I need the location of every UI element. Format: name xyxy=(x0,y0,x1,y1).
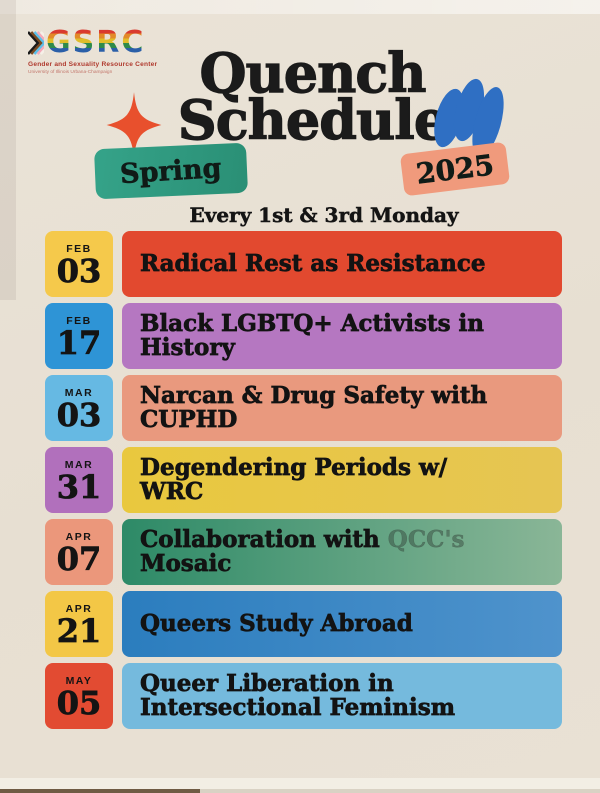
date-day: 17 xyxy=(56,323,102,362)
schedule-row: MAR 03 Narcan & Drug Safety with CUPHD xyxy=(45,375,562,441)
event-title-segment-faded: QCC's xyxy=(387,526,465,553)
schedule-row: APR 21 Queers Study Abroad xyxy=(45,591,562,657)
date-month: MAY xyxy=(65,674,93,687)
year-badge-label: 2025 xyxy=(414,147,496,191)
event-title-segment: CUPHD xyxy=(140,406,238,433)
event-title-bar: Queer Liberation in Intersectional Femini… xyxy=(122,663,562,729)
date-day: 31 xyxy=(56,467,102,506)
sparkle-star-icon xyxy=(106,92,162,158)
schedule-row: APR 07 Collaboration with QCC's Mosaic xyxy=(45,519,562,585)
event-title-bar: Collaboration with QCC's Mosaic xyxy=(122,519,562,585)
gsrc-acronym: GSRC xyxy=(46,25,146,60)
paper-edge-sliver xyxy=(200,789,600,793)
event-title: Queers Study Abroad xyxy=(140,610,414,637)
date-day: 03 xyxy=(56,251,102,290)
date-month: FEB xyxy=(66,242,92,255)
event-title-segment: Radical Rest as Resistance xyxy=(140,250,486,277)
event-title-bar: Radical Rest as Resistance xyxy=(122,231,562,297)
date-box: FEB 17 xyxy=(45,303,113,369)
date-day: 05 xyxy=(56,683,102,722)
date-day: 21 xyxy=(56,611,102,650)
date-month: APR xyxy=(65,602,93,615)
table-surface-sliver xyxy=(0,789,200,793)
event-title-segment: WRC xyxy=(140,478,204,505)
title-line-2: Schedule xyxy=(177,88,449,152)
progress-pride-chevron-icon xyxy=(28,31,44,55)
poster-bottom-edge xyxy=(0,778,600,789)
event-title: Queer Liberation in Intersectional Femini… xyxy=(140,670,456,721)
date-month: MAR xyxy=(64,458,94,471)
date-box: MAR 03 xyxy=(45,375,113,441)
schedule-frequency-text: Every 1st & 3rd Monday xyxy=(189,203,459,228)
logo-org-name: Gender and Sexuality Resource Center xyxy=(28,61,158,68)
season-badge: Spring xyxy=(93,142,249,200)
event-title-segment: Black LGBTQ+ Activists in xyxy=(140,310,485,337)
season-badge-label: Spring xyxy=(119,152,223,190)
date-box: MAR 31 xyxy=(45,447,113,513)
schedule-row: FEB 17 Black LGBTQ+ Activists in History xyxy=(45,303,562,369)
event-title: Collaboration with QCC's Mosaic xyxy=(140,526,465,577)
event-title: Radical Rest as Resistance xyxy=(140,250,486,277)
event-title-segment: Narcan & Drug Safety with xyxy=(140,382,488,409)
event-title: Degendering Periods w/WRC xyxy=(140,454,448,505)
logo-university-name: University of Illinois Urbana-Champaign xyxy=(28,70,113,75)
event-title-segment: History xyxy=(140,334,236,361)
event-title-segment: Degendering Periods w/ xyxy=(140,454,448,481)
event-title-segment: Queers Study Abroad xyxy=(140,610,414,637)
event-title-bar: Narcan & Drug Safety with CUPHD xyxy=(122,375,562,441)
event-title-segment: Mosaic xyxy=(140,550,232,577)
event-title-bar: Black LGBTQ+ Activists in History xyxy=(122,303,562,369)
date-box: FEB 03 xyxy=(45,231,113,297)
date-month: FEB xyxy=(66,314,92,327)
date-box: APR 07 xyxy=(45,519,113,585)
title-line-1: Quench xyxy=(199,41,427,105)
date-month: APR xyxy=(65,530,93,543)
event-title-bar: Degendering Periods w/WRC xyxy=(122,447,562,513)
event-title-segment: Collaboration with xyxy=(140,526,388,553)
event-title: Black LGBTQ+ Activists in History xyxy=(140,310,485,361)
schedule-row: MAR 31 Degendering Periods w/WRC xyxy=(45,447,562,513)
event-title-segment: Queer Liberation in xyxy=(140,670,394,697)
event-title-bar: Queers Study Abroad xyxy=(122,591,562,657)
date-day: 07 xyxy=(56,539,102,578)
date-day: 03 xyxy=(56,395,102,434)
schedule-row: FEB 03 Radical Rest as Resistance xyxy=(45,231,562,297)
event-title: Narcan & Drug Safety with CUPHD xyxy=(140,382,488,433)
date-box: MAY 05 xyxy=(45,663,113,729)
poster-title: Quench Schedule xyxy=(25,41,600,152)
gsrc-logo: GSRC Gender and Sexuality Resource Cente… xyxy=(28,28,208,75)
schedule-list: FEB 03 Radical Rest as Resistance FEB 17… xyxy=(45,231,562,729)
event-title-segment: Intersectional Feminism xyxy=(140,694,456,721)
blue-scribble-icon xyxy=(434,78,504,157)
date-box: APR 21 xyxy=(45,591,113,657)
date-month: MAR xyxy=(64,386,94,399)
schedule-row: MAY 05 Queer Liberation in Intersectional… xyxy=(45,663,562,729)
